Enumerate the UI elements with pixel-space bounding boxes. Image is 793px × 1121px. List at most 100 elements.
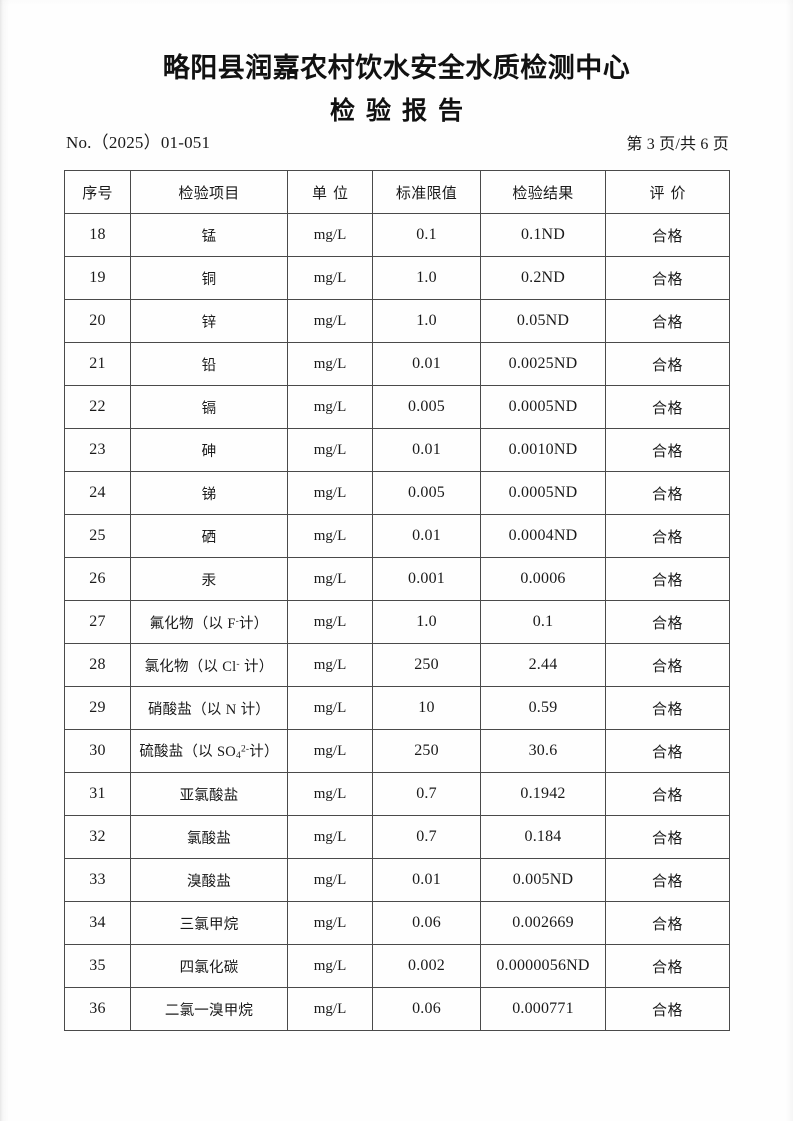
cell-evaluation: 合格 (605, 815, 730, 859)
cell-test-result: 0.1942 (480, 772, 606, 816)
table-row: 28 氯化物（以 Cl- 计） mg/L 250 2.44 合格 (64, 643, 730, 687)
cell-sequence-number: 20 (64, 299, 131, 343)
cell-test-result: 0.184 (480, 815, 606, 859)
table-row: 32 氯酸盐 mg/L 0.7 0.184 合格 (64, 815, 730, 859)
cell-evaluation: 合格 (605, 471, 730, 515)
cell-unit: mg/L (287, 901, 373, 945)
table-row: 25 硒 mg/L 0.01 0.0004ND 合格 (64, 514, 730, 558)
cell-unit: mg/L (287, 213, 373, 257)
cell-test-result: 0.1ND (480, 213, 606, 257)
cell-sequence-number: 26 (64, 557, 131, 601)
cell-unit: mg/L (287, 600, 373, 644)
page-title: 略阳县润嘉农村饮水安全水质检测中心 (162, 53, 631, 83)
cell-test-result: 0.59 (480, 686, 606, 730)
cell-test-item: 锑 (130, 471, 288, 515)
table-body: 18 锰 mg/L 0.1 0.1ND 合格 19 铜 mg/L 1.0 0.2ND 合格 20 锌 mg/… (64, 213, 730, 1031)
cell-standard-limit: 1.0 (372, 600, 481, 644)
test-results-table: 序号 检验项目 单位 标准限值 检验结果 评价 18 锰 mg/L 0.1 0.1ND 合… (64, 170, 730, 1031)
cell-standard-limit: 0.01 (372, 514, 481, 558)
report-number: No.（2025）01-051 (66, 133, 211, 152)
cell-unit: mg/L (287, 987, 373, 1031)
cell-evaluation: 合格 (605, 514, 730, 558)
cell-standard-limit: 0.002 (372, 944, 481, 988)
cell-evaluation: 合格 (605, 686, 730, 730)
cell-test-result: 30.6 (480, 729, 606, 773)
cell-standard-limit: 0.7 (372, 772, 481, 816)
table-row: 33 溴酸盐 mg/L 0.01 0.005ND 合格 (64, 858, 730, 902)
cell-test-item: 氟化物（以 F-计） (130, 600, 288, 644)
table-row: 23 砷 mg/L 0.01 0.0010ND 合格 (64, 428, 730, 472)
cell-unit: mg/L (287, 686, 373, 730)
table-row: 22 镉 mg/L 0.005 0.0005ND 合格 (64, 385, 730, 429)
column-header-unit: 单位 (287, 170, 373, 214)
table-row: 29 硝酸盐（以 N 计） mg/L 10 0.59 合格 (64, 686, 730, 730)
cell-unit: mg/L (287, 643, 373, 687)
cell-unit: mg/L (287, 256, 373, 300)
table-row: 34 三氯甲烷 mg/L 0.06 0.002669 合格 (64, 901, 730, 945)
cell-test-item: 锌 (130, 299, 288, 343)
table-row: 36 二氯一溴甲烷 mg/L 0.06 0.000771 合格 (64, 987, 730, 1031)
table-row: 19 铜 mg/L 1.0 0.2ND 合格 (64, 256, 730, 300)
cell-sequence-number: 32 (64, 815, 131, 859)
cell-test-result: 0.000771 (480, 987, 606, 1031)
cell-unit: mg/L (287, 514, 373, 558)
cell-sequence-number: 35 (64, 944, 131, 988)
cell-unit: mg/L (287, 342, 373, 386)
report-subtitle: 检验报告 (329, 97, 474, 125)
cell-test-result: 0.05ND (480, 299, 606, 343)
cell-evaluation: 合格 (605, 342, 730, 386)
column-header-limit: 标准限值 (372, 170, 481, 214)
table-row: 35 四氯化碳 mg/L 0.002 0.0000056ND 合格 (64, 944, 730, 988)
cell-sequence-number: 34 (64, 901, 131, 945)
table-row: 20 锌 mg/L 1.0 0.05ND 合格 (64, 299, 730, 343)
column-header-item: 检验项目 (130, 170, 288, 214)
cell-sequence-number: 19 (64, 256, 131, 300)
cell-test-item: 硒 (130, 514, 288, 558)
cell-test-item: 铅 (130, 342, 288, 386)
cell-unit: mg/L (287, 299, 373, 343)
table-row: 31 亚氯酸盐 mg/L 0.7 0.1942 合格 (64, 772, 730, 816)
cell-test-item: 三氯甲烷 (130, 901, 288, 945)
cell-test-item: 氯化物（以 Cl- 计） (130, 643, 288, 687)
cell-standard-limit: 0.01 (372, 342, 481, 386)
cell-sequence-number: 31 (64, 772, 131, 816)
cell-test-result: 0.2ND (480, 256, 606, 300)
cell-test-result: 0.0000056ND (480, 944, 606, 988)
cell-standard-limit: 0.06 (372, 901, 481, 945)
cell-test-result: 0.0010ND (480, 428, 606, 472)
cell-test-item: 氯酸盐 (130, 815, 288, 859)
cell-standard-limit: 0.01 (372, 428, 481, 472)
cell-evaluation: 合格 (605, 385, 730, 429)
cell-evaluation: 合格 (605, 858, 730, 902)
table-row: 21 铅 mg/L 0.01 0.0025ND 合格 (64, 342, 730, 386)
cell-standard-limit: 0.06 (372, 987, 481, 1031)
cell-evaluation: 合格 (605, 729, 730, 773)
cell-evaluation: 合格 (605, 600, 730, 644)
cell-unit: mg/L (287, 815, 373, 859)
cell-sequence-number: 18 (64, 213, 131, 257)
cell-test-item: 亚氯酸盐 (130, 772, 288, 816)
cell-test-result: 0.002669 (480, 901, 606, 945)
cell-evaluation: 合格 (605, 901, 730, 945)
cell-unit: mg/L (287, 944, 373, 988)
cell-evaluation: 合格 (605, 987, 730, 1031)
cell-sequence-number: 29 (64, 686, 131, 730)
cell-standard-limit: 0.001 (372, 557, 481, 601)
cell-sequence-number: 30 (64, 729, 131, 773)
cell-test-item: 硫酸盐（以 SO42-计） (130, 729, 288, 773)
cell-test-item: 硝酸盐（以 N 计） (130, 686, 288, 730)
cell-sequence-number: 21 (64, 342, 131, 386)
cell-test-item: 汞 (130, 557, 288, 601)
cell-test-result: 0.0005ND (480, 385, 606, 429)
cell-evaluation: 合格 (605, 256, 730, 300)
cell-standard-limit: 0.005 (372, 471, 481, 515)
table-row: 26 汞 mg/L 0.001 0.0006 合格 (64, 557, 730, 601)
cell-evaluation: 合格 (605, 213, 730, 257)
page-number-label: 第 3 页/共 6 页 (626, 136, 729, 153)
cell-unit: mg/L (287, 385, 373, 429)
cell-evaluation: 合格 (605, 299, 730, 343)
cell-standard-limit: 1.0 (372, 299, 481, 343)
cell-evaluation: 合格 (605, 428, 730, 472)
column-header-eval: 评价 (605, 170, 730, 214)
